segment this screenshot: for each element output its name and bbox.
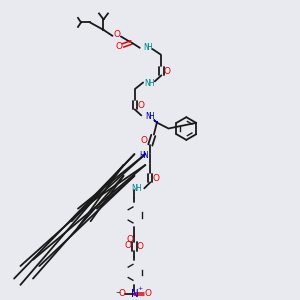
Text: H: H: [146, 43, 152, 52]
Text: O: O: [114, 31, 121, 40]
Polygon shape: [154, 120, 158, 122]
Text: O: O: [144, 289, 151, 298]
Text: H: H: [148, 79, 154, 88]
Text: O: O: [125, 241, 132, 250]
Text: O: O: [118, 289, 125, 298]
Text: O: O: [141, 136, 148, 145]
Text: O: O: [153, 174, 160, 183]
Text: O: O: [137, 242, 144, 251]
Text: N: N: [146, 112, 152, 121]
Text: −: −: [116, 289, 121, 294]
Text: H: H: [135, 184, 141, 193]
Text: N: N: [143, 43, 149, 52]
Text: +: +: [137, 286, 143, 292]
Text: N: N: [131, 184, 137, 193]
Text: O: O: [164, 67, 171, 76]
Text: O: O: [126, 235, 133, 244]
Text: H: H: [139, 151, 145, 160]
Text: N: N: [130, 289, 138, 299]
Text: N: N: [142, 151, 148, 160]
Text: N: N: [145, 79, 151, 88]
Text: O: O: [116, 41, 123, 50]
Text: H: H: [148, 112, 154, 121]
Text: O: O: [138, 101, 145, 110]
